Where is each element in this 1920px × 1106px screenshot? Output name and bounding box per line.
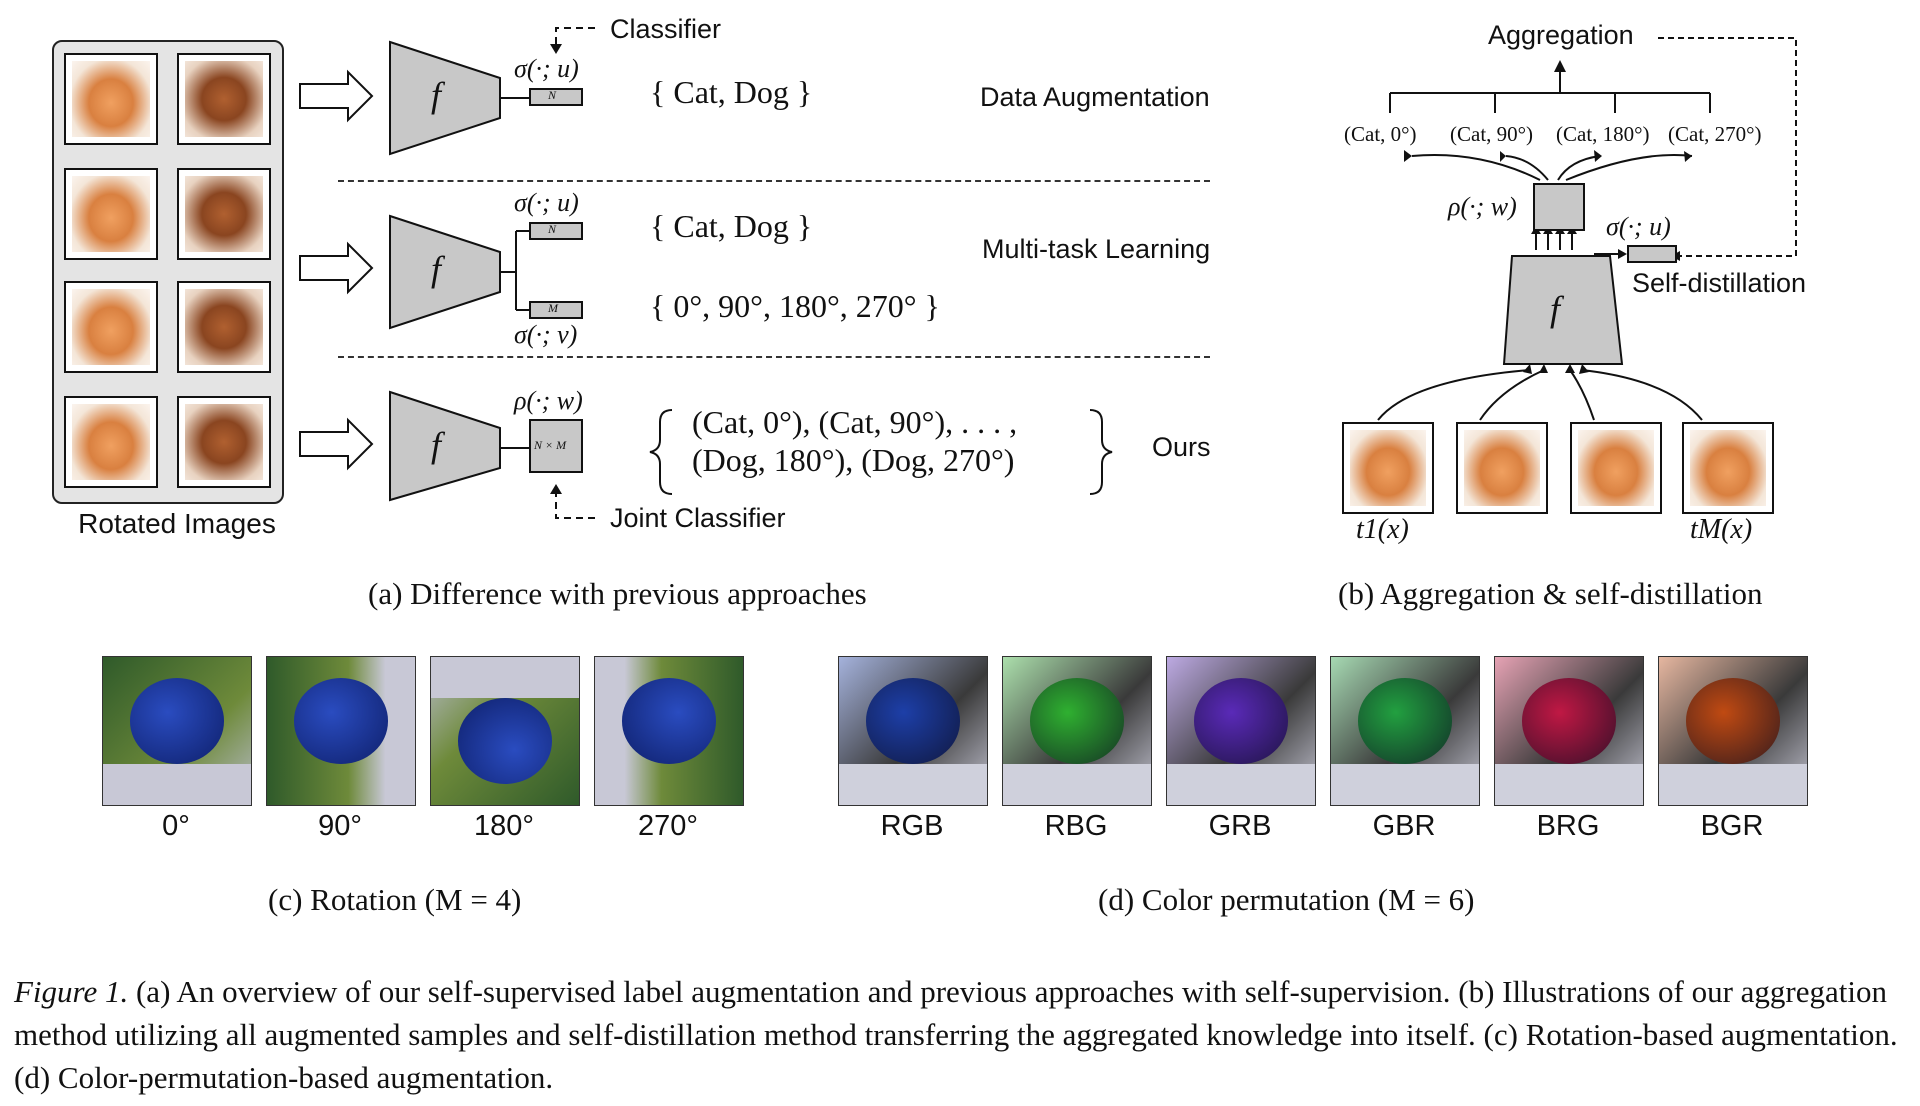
rotation-label-0: 0° <box>162 810 190 842</box>
rotation-image-270 <box>594 656 744 806</box>
sigma-v-label: σ(·; v) <box>514 320 578 349</box>
head-M-label: M <box>548 301 558 315</box>
rotation-image-180 <box>430 656 580 806</box>
row2-label-set-b: { 0°, 90°, 180°, 270° } <box>650 288 940 324</box>
hollow-arrow-3 <box>299 417 374 471</box>
color-permutation-label-5: BGR <box>1700 810 1764 842</box>
row2-label-set-a: { Cat, Dog } <box>650 208 813 244</box>
row3-label-line1: (Cat, 0°), (Cat, 90°), . . . , <box>692 404 1018 440</box>
rotation-image-90 <box>266 656 416 806</box>
head-NM-label: N × M <box>534 438 567 452</box>
tM-label: tM(x) <box>1690 514 1753 545</box>
rotation-label-90: 90° <box>318 810 362 842</box>
encoder-f-2 <box>389 214 501 330</box>
color-permutation-image-rgb <box>838 656 988 806</box>
figure-caption-text: (a) An overview of our self-supervised l… <box>14 974 1898 1095</box>
t1-label: t1(x) <box>1356 514 1409 545</box>
color-permutation-label-3: GBR <box>1372 810 1436 842</box>
aggregation-label: Aggregation <box>1488 20 1634 50</box>
color-permutation-image-grb <box>1166 656 1316 806</box>
rotation-image-0 <box>102 656 252 806</box>
encoder-f-label-b: f <box>1550 289 1561 329</box>
color-permutation-image-rbg <box>1002 656 1152 806</box>
divider-2 <box>338 356 1210 358</box>
encoder-f-label-3: f <box>431 425 442 465</box>
cat-image-90 <box>64 168 158 260</box>
cat-image-180 <box>64 281 158 373</box>
classifier-label: Classifier <box>610 14 722 44</box>
color-permutation-image-bgr <box>1658 656 1808 806</box>
aug-image-t2 <box>1456 422 1548 514</box>
aug-image-t1 <box>1342 422 1434 514</box>
row1-label-set: { Cat, Dog } <box>650 74 813 110</box>
head-N-label-1: N <box>548 88 557 102</box>
rotation-label-270: 270° <box>638 810 698 842</box>
row1-task-label: Data Augmentation <box>980 82 1210 112</box>
output-label-1: (Cat, 0°) <box>1344 122 1417 146</box>
self-distillation-label: Self-distillation <box>1632 268 1807 298</box>
panel-a-diagram <box>299 27 1113 519</box>
classifier-head-M <box>529 301 583 319</box>
panel-c-caption: (c) Rotation (M = 4) <box>268 882 522 917</box>
dog-image-0 <box>177 53 271 145</box>
sigma-u-label-2: σ(·; u) <box>514 188 579 217</box>
output-label-3: (Cat, 180°) <box>1556 122 1650 146</box>
hollow-arrow-2 <box>299 241 374 295</box>
panel-b-caption: (b) Aggregation & self-distillation <box>1338 576 1763 611</box>
classifier-head-N-2 <box>529 222 583 240</box>
row3-label-line2: (Dog, 180°), (Dog, 270°) <box>692 442 1015 478</box>
panel-b-diagram <box>1377 37 1797 421</box>
divider-1 <box>338 180 1210 182</box>
rotated-images-label: Rotated Images <box>78 508 276 539</box>
color-permutation-image-brg <box>1494 656 1644 806</box>
classifier-head-N <box>529 88 583 106</box>
figure-caption-label: Figure 1. <box>14 974 129 1009</box>
sigma-u-label-b: σ(·; u) <box>1606 212 1671 241</box>
aug-image-t3 <box>1570 422 1662 514</box>
rho-w-label: ρ(·; w) <box>514 386 583 415</box>
dog-image-180 <box>177 281 271 373</box>
encoder-f-label-1: f <box>431 75 442 115</box>
color-permutation-label-0: RGB <box>880 810 944 842</box>
sigma-u-label-1: σ(·; u) <box>514 54 579 83</box>
output-label-4: (Cat, 270°) <box>1668 122 1762 146</box>
rho-w-box <box>1533 183 1585 231</box>
dog-image-270 <box>177 396 271 488</box>
color-permutation-label-4: BRG <box>1536 810 1600 842</box>
sigma-u-box <box>1627 245 1677 263</box>
encoder-f-3 <box>389 390 501 502</box>
row3-task-label: Ours <box>1152 432 1211 462</box>
panel-a-caption: (a) Difference with previous approaches <box>368 576 867 611</box>
encoder-f-b <box>1502 255 1624 365</box>
encoder-f-1 <box>389 40 501 156</box>
cat-image-270 <box>64 396 158 488</box>
rho-w-label-b: ρ(·; w) <box>1448 192 1517 221</box>
head-N-label-2: N <box>548 222 557 236</box>
hollow-arrow-1 <box>299 69 374 123</box>
joint-classifier-label: Joint Classifier <box>610 503 786 533</box>
aug-image-tM <box>1682 422 1774 514</box>
output-label-2: (Cat, 90°) <box>1450 122 1534 146</box>
rotation-label-180: 180° <box>474 810 534 842</box>
panel-d-caption: (d) Color permutation (M = 6) <box>1098 882 1475 917</box>
color-permutation-label-1: RBG <box>1044 810 1108 842</box>
color-permutation-label-2: GRB <box>1208 810 1272 842</box>
dog-image-90 <box>177 168 271 260</box>
cat-image-0 <box>64 53 158 145</box>
figure-caption: Figure 1. (a) An overview of our self-su… <box>14 970 1906 1099</box>
joint-classifier-head-NM <box>529 419 583 473</box>
color-permutation-image-gbr <box>1330 656 1480 806</box>
encoder-f-label-2: f <box>431 249 442 289</box>
row2-task-label: Multi-task Learning <box>982 234 1211 264</box>
